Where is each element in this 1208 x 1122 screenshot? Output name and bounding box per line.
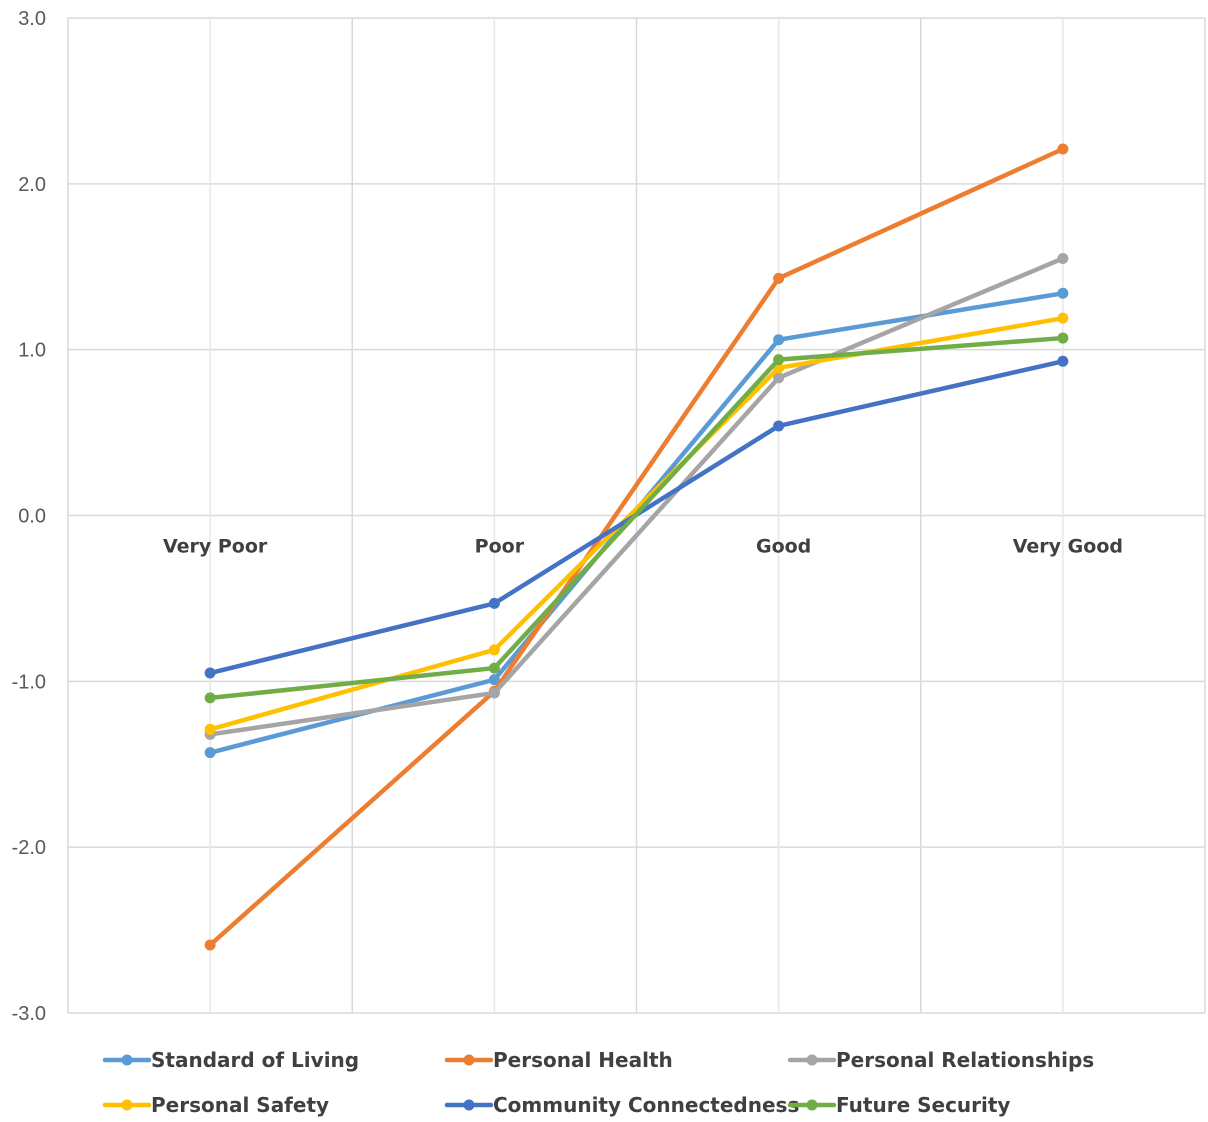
- legend-label: Personal Safety: [151, 1093, 329, 1117]
- y-tick-label: 3.0: [18, 8, 46, 30]
- data-point: [1057, 252, 1069, 264]
- data-point: [773, 272, 785, 284]
- data-point: [204, 692, 216, 704]
- data-point: [1057, 312, 1069, 324]
- gridlines: [67, 17, 1206, 1014]
- legend-swatch-marker: [121, 1054, 133, 1066]
- y-tick-label: -3.0: [12, 1003, 46, 1025]
- category-label: Good: [756, 536, 811, 558]
- series-lines: [204, 143, 1069, 951]
- data-point: [773, 372, 785, 384]
- legend-label: Personal Relationships: [836, 1048, 1094, 1072]
- y-tick-label: 1.0: [18, 340, 46, 362]
- legend-label: Future Security: [836, 1093, 1010, 1117]
- data-point: [204, 723, 216, 735]
- y-tick-label: -1.0: [12, 671, 46, 693]
- data-point: [488, 687, 500, 699]
- legend-label: Community Connectedness: [493, 1093, 799, 1117]
- y-tick-label: 2.0: [18, 174, 46, 196]
- data-point: [204, 747, 216, 759]
- series-line: [207, 256, 1066, 737]
- data-point: [1057, 143, 1069, 155]
- y-axis-ticks: -3.0 -2.0 -1.0 0.0 1.0 2.0 3.0: [12, 8, 46, 1025]
- legend-swatch-marker: [806, 1054, 818, 1066]
- data-point: [488, 662, 500, 674]
- data-point: [773, 334, 785, 346]
- y-tick-label: -2.0: [12, 837, 46, 859]
- data-point: [204, 667, 216, 679]
- data-point: [1057, 287, 1069, 299]
- data-point: [488, 674, 500, 686]
- data-point: [488, 597, 500, 609]
- legend-label: Personal Health: [493, 1048, 673, 1072]
- category-label: Very Poor: [163, 536, 268, 558]
- y-tick-label: 0.0: [18, 506, 46, 528]
- series-line: [207, 146, 1066, 948]
- legend-label: Standard of Living: [151, 1048, 359, 1072]
- category-label: Very Good: [1013, 536, 1123, 558]
- data-point: [204, 939, 216, 951]
- legend: Standard of Living Personal Health Persona…: [102, 1048, 1094, 1117]
- legend-swatch-marker: [121, 1099, 133, 1111]
- legend-swatch-marker: [463, 1054, 475, 1066]
- data-point: [488, 644, 500, 656]
- data-point: [773, 354, 785, 366]
- data-point: [1057, 332, 1069, 344]
- data-point: [773, 420, 785, 432]
- category-labels: Very Poor Poor Good Very Good: [163, 536, 1123, 558]
- category-label: Poor: [475, 536, 525, 558]
- series-line: [207, 335, 1066, 701]
- legend-swatch-marker: [463, 1099, 475, 1111]
- series-line: [207, 315, 1066, 732]
- legend-swatch-marker: [806, 1099, 818, 1111]
- data-point: [1057, 355, 1069, 367]
